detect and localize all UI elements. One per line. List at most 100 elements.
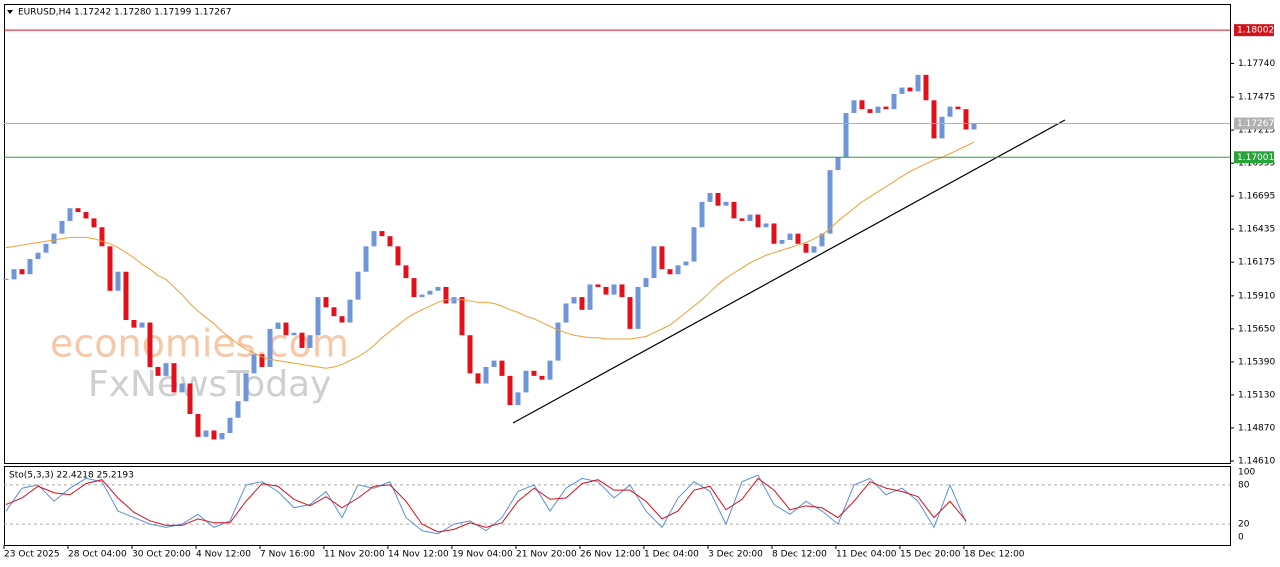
candle <box>195 413 201 437</box>
candle <box>763 223 769 228</box>
x-tick-label: 18 Dec 12:00 <box>964 550 1025 560</box>
x-tick-label: 4 Nov 12:00 <box>196 550 251 560</box>
x-tick-label: 21 Nov 20:00 <box>516 550 577 560</box>
candle <box>811 246 817 253</box>
watermark: economies.com <box>50 322 349 366</box>
candle <box>459 297 465 336</box>
candle <box>739 218 745 221</box>
y-tick-label: 1.16435 <box>1238 225 1275 235</box>
candle <box>755 214 761 228</box>
y-tick-label: 1.15650 <box>1238 324 1275 334</box>
candle <box>51 233 57 244</box>
oscillator-line <box>5 474 967 535</box>
candle <box>795 233 801 244</box>
candle <box>867 109 873 113</box>
candle <box>331 307 337 317</box>
x-tick-label: 23 Oct 2025 <box>4 550 60 560</box>
candle <box>643 278 649 287</box>
candle <box>483 366 489 384</box>
candle <box>123 271 129 320</box>
candle <box>435 286 441 291</box>
candle <box>395 246 401 266</box>
candle <box>635 286 641 329</box>
candle <box>883 106 889 110</box>
candle <box>379 231 385 237</box>
candle <box>947 106 953 117</box>
candle <box>691 227 697 262</box>
candle <box>387 236 393 247</box>
candle <box>403 265 409 279</box>
candle <box>491 360 497 367</box>
y-tick-label: 1.17740 <box>1238 59 1275 69</box>
y-tick-label: 1.17475 <box>1238 93 1275 103</box>
candle <box>211 430 217 440</box>
candle <box>539 375 545 380</box>
x-tick-label: 11 Nov 20:00 <box>324 550 385 560</box>
candle <box>35 252 41 260</box>
menu-arrow[interactable] <box>7 10 13 14</box>
candle <box>555 322 561 361</box>
candle <box>891 93 897 110</box>
x-tick-label: 7 Nov 16:00 <box>260 550 315 560</box>
candle <box>915 74 921 92</box>
y-tick-label: 1.16695 <box>1238 192 1275 202</box>
candle <box>363 246 369 272</box>
candle <box>259 354 265 367</box>
x-tick-label: 19 Nov 04:00 <box>452 550 513 560</box>
oscillator-panel <box>4 466 1231 546</box>
candle <box>899 87 905 94</box>
y-tick-label: 1.16955 <box>1238 159 1275 169</box>
candle <box>267 328 273 367</box>
candle <box>475 373 481 384</box>
x-tick-label: 1 Dec 04:00 <box>644 550 699 560</box>
candle <box>579 297 585 310</box>
candle <box>147 322 153 367</box>
candle <box>19 269 25 275</box>
y-tick-label: 1.15130 <box>1238 390 1275 400</box>
candle <box>235 401 241 418</box>
candle <box>747 214 753 221</box>
y-tick-label: 1.15910 <box>1238 291 1275 301</box>
candle <box>931 100 937 139</box>
candle <box>963 109 969 130</box>
x-tick-label: 28 Oct 04:00 <box>68 550 127 560</box>
level-label: 1.17001 <box>1237 153 1274 163</box>
candle <box>659 246 665 270</box>
candle <box>99 227 105 247</box>
candle <box>587 284 593 310</box>
y-tick-label: 100 <box>1238 467 1255 477</box>
candle <box>651 246 657 279</box>
candle <box>923 74 929 101</box>
candle <box>291 332 297 336</box>
candle <box>707 192 713 202</box>
level-tag <box>1234 24 1274 37</box>
price-panel <box>4 4 1231 464</box>
candle <box>139 322 145 328</box>
candle <box>443 286 449 304</box>
trendline <box>512 119 1066 424</box>
candle <box>339 316 345 323</box>
candle <box>571 297 577 304</box>
candle <box>907 87 913 92</box>
candle <box>939 116 945 139</box>
candle <box>467 335 473 374</box>
x-tick-label: 15 Dec 20:00 <box>900 550 961 560</box>
candle <box>75 208 81 213</box>
candle <box>411 278 417 298</box>
candle <box>603 286 609 295</box>
x-tick-label: 8 Dec 12:00 <box>772 550 827 560</box>
y-tick-label: 1.14610 <box>1238 456 1275 466</box>
candle <box>187 383 193 414</box>
candle <box>875 106 881 113</box>
candle <box>107 246 113 291</box>
x-tick-label: 3 Dec 20:00 <box>708 550 763 560</box>
candle <box>675 265 681 275</box>
y-tick-label: 1.14870 <box>1238 423 1275 433</box>
candle <box>971 123 977 130</box>
candle <box>451 297 457 304</box>
candle <box>835 157 841 171</box>
candle <box>715 192 721 206</box>
candle <box>419 294 425 298</box>
y-tick-label: 1.17215 <box>1238 126 1275 136</box>
candle <box>619 284 625 298</box>
